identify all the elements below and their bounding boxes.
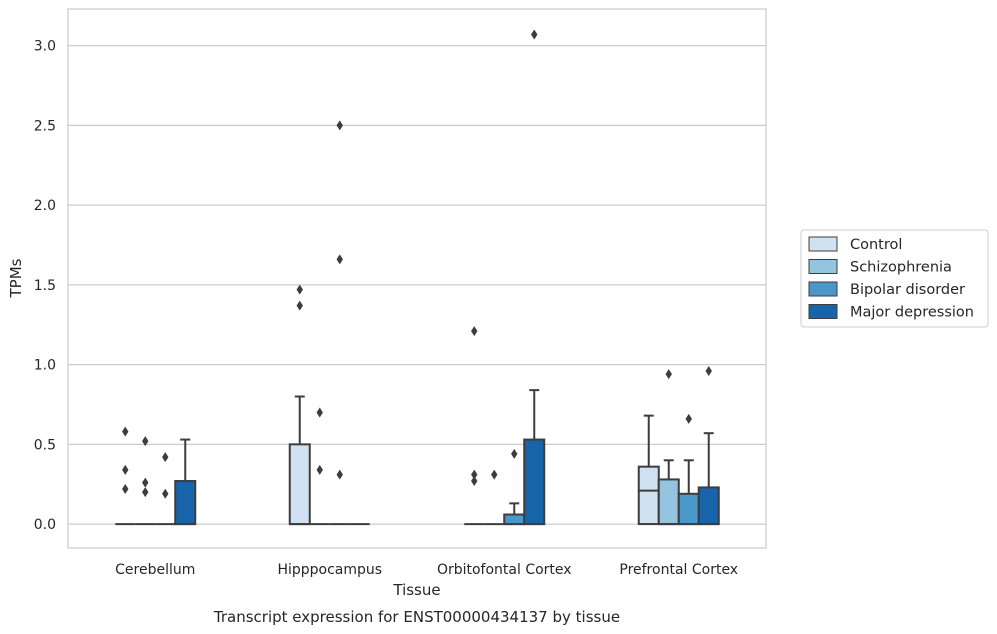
outlier-point xyxy=(316,407,323,418)
outlier-point xyxy=(685,413,692,424)
y-tick-label: 1.5 xyxy=(34,278,56,294)
legend-swatch xyxy=(808,304,838,319)
box-bipolar-disorder-hipppocampus xyxy=(329,120,350,526)
outlier-point xyxy=(162,488,169,499)
outlier-point xyxy=(336,120,343,131)
outlier-point xyxy=(336,469,343,480)
outlier-point xyxy=(491,469,498,480)
y-tick-label: 3.0 xyxy=(34,39,56,55)
chart-caption: Transcript expression for ENST0000043413… xyxy=(213,608,620,626)
outlier-point xyxy=(471,476,478,487)
box-body xyxy=(174,480,197,526)
legend-swatch xyxy=(808,259,838,274)
y-tick-label: 0.5 xyxy=(34,437,56,453)
outlier-point xyxy=(511,448,518,459)
y-axis-label: TPMs xyxy=(7,258,25,298)
outlier-point xyxy=(665,369,672,380)
outlier-point xyxy=(316,464,323,475)
box-bipolar-disorder-cerebellum xyxy=(155,452,176,526)
x-tick-label: Prefrontal Cortex xyxy=(619,562,738,578)
box-major-depression-orbitofontal-cortex xyxy=(523,29,546,526)
series-bipolar-disorder xyxy=(155,120,700,526)
box-control-hipppocampus xyxy=(288,284,311,526)
legend-label: Schizophrenia xyxy=(850,260,952,276)
outlier-point xyxy=(142,477,149,488)
outlier-point xyxy=(142,487,149,498)
box-series xyxy=(115,29,720,526)
box-schizophrenia-hipppocampus xyxy=(309,407,330,526)
outlier-point xyxy=(122,426,129,437)
legend: Control Schizophrenia Bipolar disorder Majo… xyxy=(800,229,989,328)
series-schizophrenia xyxy=(135,369,680,526)
box-body xyxy=(637,465,660,526)
box-body xyxy=(657,478,680,526)
box-body xyxy=(677,492,700,526)
series-control xyxy=(115,284,660,526)
outlier-point xyxy=(705,365,712,376)
box-major-depression-prefrontal-cortex xyxy=(697,365,720,526)
outlier-point xyxy=(296,300,303,311)
box-control-cerebellum xyxy=(115,426,136,526)
y-tick-label: 1.0 xyxy=(34,358,56,374)
legend-swatch xyxy=(808,236,838,252)
legend-frame xyxy=(800,229,989,328)
y-tick-label: 2.0 xyxy=(34,198,56,214)
legend-swatch xyxy=(808,281,838,297)
box-bipolar-disorder-prefrontal-cortex xyxy=(677,413,700,526)
outlier-point xyxy=(162,452,169,463)
box-schizophrenia-orbitofontal-cortex xyxy=(484,469,505,526)
box-major-depression-cerebellum xyxy=(174,438,197,526)
legend-label: Bipolar disorder xyxy=(850,282,965,298)
box-body xyxy=(288,443,311,526)
outlier-point xyxy=(336,254,343,265)
outlier-point xyxy=(122,483,129,494)
y-tick-labels: 0.0 0.5 1.0 1.5 2.0 2.5 3.0 xyxy=(34,39,56,533)
outlier-point xyxy=(471,326,478,337)
plot-frame xyxy=(67,8,767,549)
x-tick-label: Orbitofontal Cortex xyxy=(437,562,572,578)
series-major-depression xyxy=(174,29,720,526)
box-body xyxy=(523,438,546,526)
outlier-point xyxy=(142,436,149,447)
y-tick-label: 2.5 xyxy=(34,118,56,134)
x-tick-labels: Cerebellum Hipppocampus Orbitofontal Corte… xyxy=(115,562,738,578)
box-bipolar-disorder-orbitofontal-cortex xyxy=(503,448,526,526)
box-body xyxy=(697,486,720,526)
gridlines xyxy=(68,45,766,525)
x-axis-label: Tissue xyxy=(392,581,440,599)
box-schizophrenia-cerebellum xyxy=(135,436,156,526)
box-control-prefrontal-cortex xyxy=(637,414,660,526)
outlier-point xyxy=(296,284,303,295)
outlier-point xyxy=(122,464,129,475)
x-tick-label: Hipppocampus xyxy=(277,562,382,578)
legend-label: Control xyxy=(850,237,902,253)
legend-label: Major depression xyxy=(850,305,974,321)
box-body xyxy=(503,513,526,526)
y-tick-label: 0.0 xyxy=(34,517,56,533)
box-schizophrenia-prefrontal-cortex xyxy=(657,369,680,526)
outlier-point xyxy=(471,469,478,480)
x-tick-label: Cerebellum xyxy=(115,562,195,578)
box-control-orbitofontal-cortex xyxy=(464,326,485,526)
outlier-point xyxy=(531,29,538,40)
